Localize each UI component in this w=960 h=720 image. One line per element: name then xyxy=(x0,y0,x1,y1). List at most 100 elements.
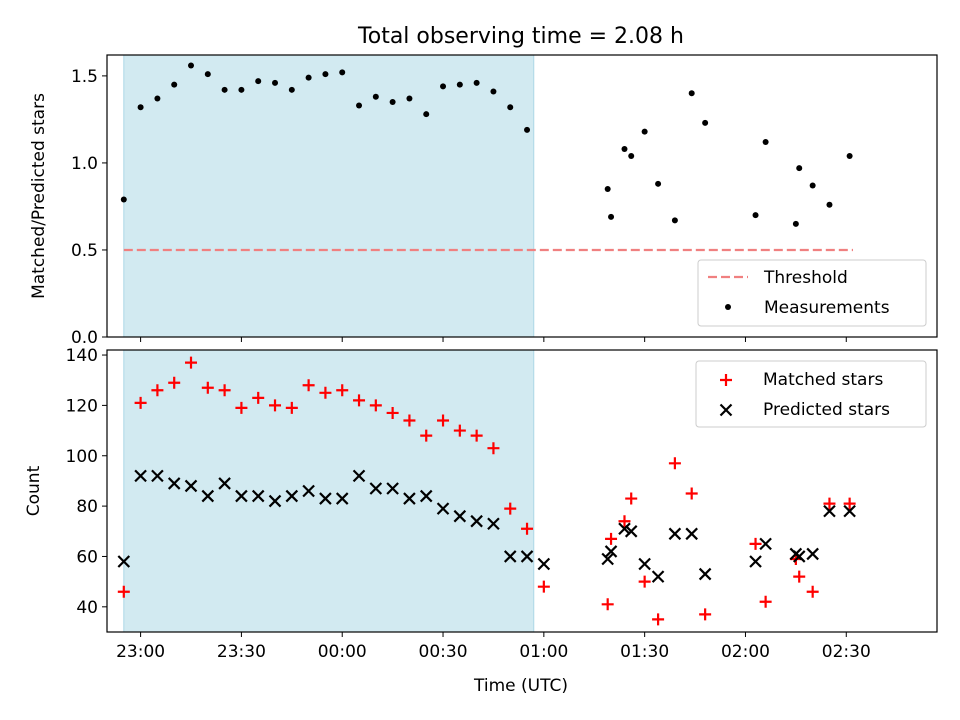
predicted-point xyxy=(302,484,315,498)
x-tick-label: 01:00 xyxy=(519,642,568,662)
matched-point xyxy=(699,608,712,621)
matched-point xyxy=(487,442,500,455)
measurement-point xyxy=(792,220,799,227)
measurement-point xyxy=(440,83,447,90)
legend-predicted-label: Predicted stars xyxy=(763,400,890,420)
measurement-point xyxy=(641,128,648,135)
predicted-point xyxy=(470,514,483,528)
predicted-point xyxy=(319,492,332,505)
predicted-point xyxy=(218,477,231,490)
predicted-point xyxy=(453,509,467,523)
predicted-point xyxy=(503,550,517,563)
predicted-point xyxy=(117,555,131,568)
measurement-point xyxy=(655,180,662,187)
measurement-point xyxy=(507,104,514,111)
measurement-point xyxy=(137,104,144,111)
measurement-point xyxy=(490,88,497,95)
matched-point xyxy=(235,401,248,414)
axes-frame xyxy=(106,349,938,633)
matched-point xyxy=(453,424,466,437)
matched-point xyxy=(843,497,856,510)
observing-span-shade xyxy=(123,54,535,338)
matched-point xyxy=(638,575,651,588)
observing-span-shade xyxy=(123,349,535,633)
y-tick-label: 120 xyxy=(66,396,98,416)
measurement-point xyxy=(238,86,245,93)
x-tick-label: 00:00 xyxy=(318,642,367,662)
predicted-point xyxy=(759,537,772,551)
legend-box xyxy=(697,259,927,327)
measurement-point xyxy=(204,71,211,78)
matched-point xyxy=(521,522,534,535)
matched-point xyxy=(685,487,698,500)
measurement-point xyxy=(524,126,531,133)
predicted-point xyxy=(792,550,806,563)
matched-point xyxy=(218,384,231,397)
measurement-point xyxy=(671,217,678,224)
matched-point xyxy=(601,598,614,611)
matched-point xyxy=(668,457,681,470)
measurement-point xyxy=(322,71,329,78)
legend-measurements-label: Measurements xyxy=(764,298,890,318)
y-tick-label: 80 xyxy=(76,497,98,517)
matched-point xyxy=(749,537,762,550)
y-axis-label: Count xyxy=(24,465,44,516)
matched-point xyxy=(793,570,806,583)
predicted-point xyxy=(134,469,147,483)
matched-point xyxy=(336,384,349,397)
predicted-point xyxy=(335,492,349,505)
matched-point xyxy=(618,515,631,528)
y-tick-label: 140 xyxy=(66,346,98,366)
x-tick-label: 02:30 xyxy=(822,642,871,662)
predicted-point xyxy=(520,550,534,563)
matched-point xyxy=(117,585,130,598)
matched-point xyxy=(605,532,618,545)
predicted-point xyxy=(685,527,698,541)
top-panel: 0.0 0.5 1.0 1.5 Matched/Predicted stars Thres… xyxy=(29,54,938,348)
matched-point xyxy=(151,384,164,397)
predicted-point xyxy=(601,552,614,566)
matched-point xyxy=(302,379,315,392)
x-axis-label: Time (UTC) xyxy=(473,676,568,696)
y-tick-label: 40 xyxy=(76,598,98,618)
matched-point xyxy=(201,381,214,394)
measurement-point xyxy=(621,146,628,152)
predicted-point xyxy=(251,489,265,503)
predicted-point xyxy=(668,527,682,541)
predicted-point xyxy=(235,489,248,503)
matched-point xyxy=(168,376,181,389)
measurement-point xyxy=(809,182,816,189)
predicted-point xyxy=(419,489,433,503)
bottom-panel: 40 60 80 100 120 140 23:00 23:30 00:00 00:30 01:00… xyxy=(24,346,938,662)
predicted-point xyxy=(386,482,399,495)
legend-measurements-swatch xyxy=(725,304,731,310)
matched-point xyxy=(369,399,382,412)
predicted-point xyxy=(268,494,282,508)
measurement-point xyxy=(221,86,228,93)
predicted-point xyxy=(436,502,450,515)
matched-point xyxy=(185,356,198,369)
x-tick-label: 00:30 xyxy=(419,642,468,662)
y-tick-label: 0.5 xyxy=(71,241,98,261)
measurement-point xyxy=(288,86,295,93)
measurement-point xyxy=(339,69,346,76)
matched-point xyxy=(823,497,836,510)
legend-matched-label: Matched stars xyxy=(763,370,883,390)
matched-point xyxy=(470,429,483,442)
matched-point xyxy=(353,394,366,407)
y-tick-label: 100 xyxy=(66,447,98,467)
measurement-point xyxy=(305,74,312,81)
measurement-point xyxy=(272,79,279,86)
predicted-point xyxy=(651,570,665,583)
predicted-point xyxy=(151,469,164,483)
predicted-point xyxy=(201,489,215,503)
predicted-point xyxy=(806,547,819,561)
predicted-point xyxy=(184,479,198,493)
legend-threshold-label: Threshold xyxy=(763,268,848,288)
measurement-point xyxy=(171,81,178,88)
predicted-point xyxy=(638,557,651,571)
matched-point xyxy=(759,595,772,608)
y-tick-label: 60 xyxy=(76,547,98,567)
matched-point xyxy=(319,386,332,399)
